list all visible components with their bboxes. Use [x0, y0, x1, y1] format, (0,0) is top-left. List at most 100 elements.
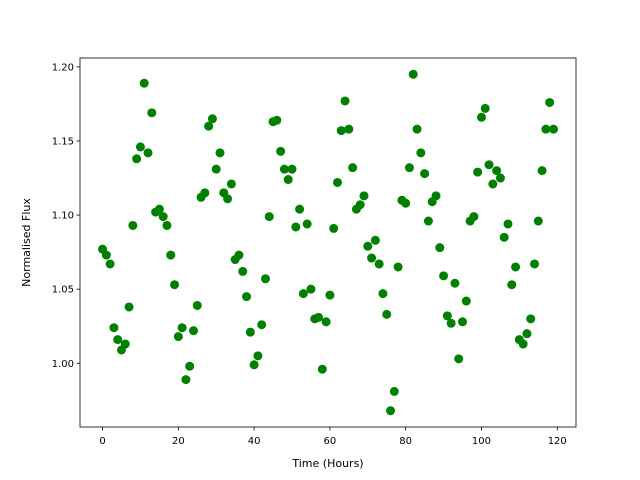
- data-point: [382, 309, 392, 319]
- data-point: [533, 216, 543, 226]
- data-point: [484, 160, 494, 170]
- data-point: [461, 296, 471, 306]
- data-point: [545, 97, 555, 107]
- data-point: [469, 212, 479, 222]
- data-point: [143, 148, 153, 158]
- data-point: [499, 232, 509, 242]
- data-point: [480, 103, 490, 113]
- x-tick-label: 40: [248, 436, 261, 447]
- data-point: [423, 216, 433, 226]
- data-point: [181, 375, 191, 385]
- data-point: [185, 361, 195, 371]
- data-point: [226, 179, 236, 189]
- data-point: [207, 114, 217, 124]
- data-point: [162, 220, 172, 230]
- data-point: [105, 259, 115, 269]
- data-point: [238, 266, 248, 276]
- data-point: [242, 292, 252, 302]
- data-point: [314, 312, 324, 322]
- data-point: [101, 250, 111, 260]
- data-point: [401, 198, 411, 208]
- data-point: [188, 326, 198, 336]
- data-point: [548, 124, 558, 134]
- data-point: [298, 289, 308, 299]
- data-point: [458, 317, 468, 327]
- data-point: [279, 164, 289, 174]
- data-point: [124, 302, 134, 312]
- y-tick-label: 1.05: [52, 285, 74, 296]
- data-point: [302, 219, 312, 229]
- data-point: [378, 289, 388, 299]
- data-point: [363, 241, 373, 251]
- data-point: [272, 115, 282, 125]
- data-point: [276, 146, 286, 156]
- data-point: [234, 250, 244, 260]
- data-point: [450, 278, 460, 288]
- data-point: [260, 274, 270, 284]
- data-point: [511, 262, 521, 272]
- data-point: [492, 166, 502, 176]
- data-point: [325, 290, 335, 300]
- data-point: [340, 96, 350, 106]
- data-point: [283, 175, 293, 185]
- data-point: [336, 126, 346, 136]
- data-point: [223, 194, 233, 204]
- x-tick-label: 20: [172, 436, 185, 447]
- data-point: [135, 142, 145, 152]
- data-point: [404, 163, 414, 173]
- data-point: [344, 124, 354, 134]
- data-point: [306, 284, 316, 294]
- data-point: [177, 323, 187, 333]
- data-point: [253, 351, 263, 361]
- x-tick-label: 0: [99, 436, 105, 447]
- x-tick-label: 60: [324, 436, 337, 447]
- data-point: [355, 200, 365, 210]
- data-point: [503, 219, 513, 229]
- data-point: [454, 354, 464, 364]
- data-point: [476, 112, 486, 122]
- data-point: [113, 335, 123, 345]
- data-point: [291, 222, 301, 232]
- data-point: [393, 262, 403, 272]
- x-tick-label: 80: [399, 436, 412, 447]
- data-point: [408, 69, 418, 79]
- y-tick-label: 1.00: [52, 359, 74, 370]
- y-tick-label: 1.15: [52, 136, 74, 147]
- data-point: [200, 188, 210, 198]
- data-point: [120, 339, 130, 349]
- data-point: [166, 250, 176, 260]
- plot-area: [98, 69, 558, 416]
- data-point: [374, 259, 384, 269]
- data-point: [526, 314, 536, 324]
- data-point: [245, 327, 255, 337]
- data-point: [257, 320, 267, 330]
- data-point: [170, 280, 180, 290]
- data-point: [204, 121, 214, 131]
- data-point: [530, 259, 540, 269]
- data-point: [522, 329, 532, 339]
- data-point: [431, 191, 441, 201]
- data-point: [249, 360, 259, 370]
- x-tick-label: 100: [472, 436, 491, 447]
- data-point: [473, 167, 483, 177]
- data-point: [173, 332, 183, 342]
- data-point: [412, 124, 422, 134]
- data-point: [332, 177, 342, 187]
- data-point: [109, 323, 119, 333]
- x-tick-label: 120: [548, 436, 567, 447]
- data-point: [488, 179, 498, 189]
- data-point: [507, 280, 517, 290]
- y-tick-label: 1.10: [52, 211, 74, 222]
- data-point: [158, 212, 168, 222]
- data-point: [317, 364, 327, 374]
- data-point: [154, 204, 164, 214]
- data-point: [541, 124, 551, 134]
- y-tick-label: 1.20: [52, 62, 74, 73]
- data-point: [439, 271, 449, 281]
- data-point: [215, 148, 225, 158]
- data-point: [518, 339, 528, 349]
- data-point: [211, 164, 221, 174]
- data-point: [359, 191, 369, 201]
